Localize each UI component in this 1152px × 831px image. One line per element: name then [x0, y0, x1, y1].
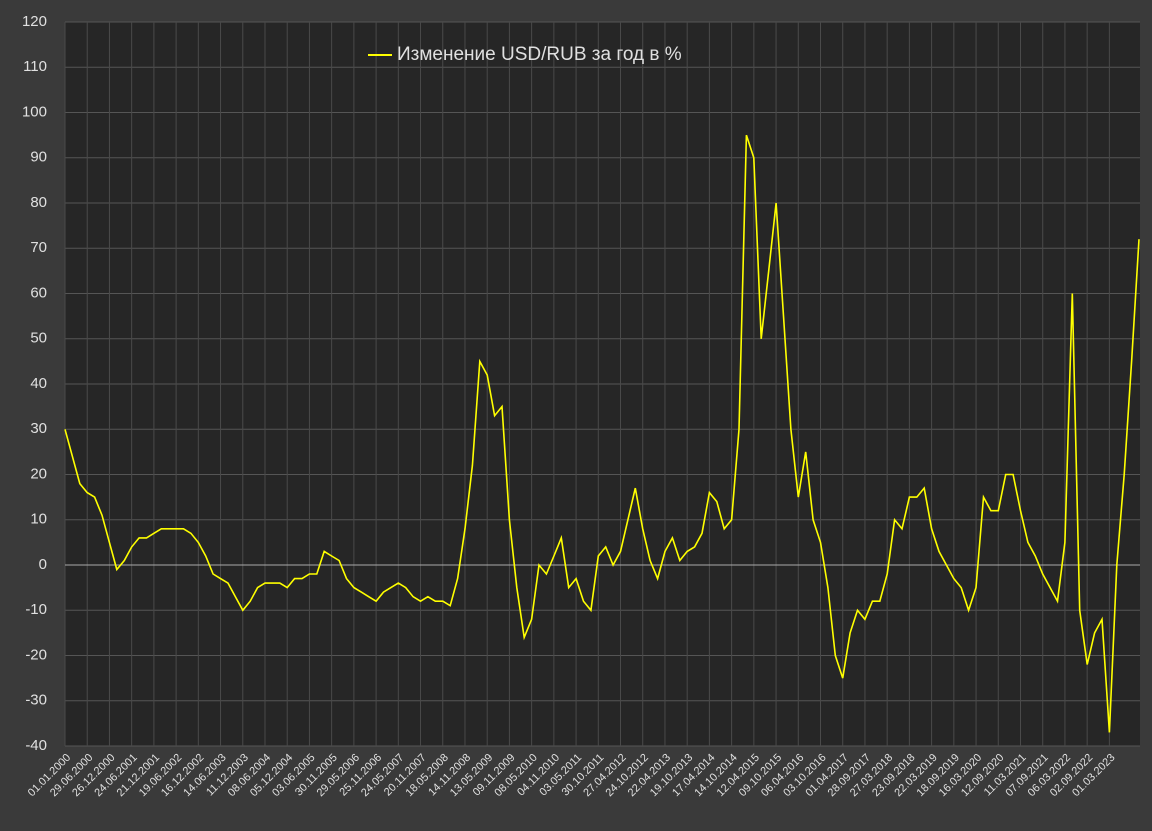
- y-tick-label: 90: [30, 149, 47, 166]
- y-tick-label: 20: [30, 465, 47, 482]
- y-tick-label: -20: [25, 646, 47, 663]
- y-tick-label: 60: [30, 284, 47, 301]
- data-line: [64, 134, 1140, 733]
- y-tick-label: 110: [23, 58, 47, 75]
- y-tick-label: -40: [25, 737, 47, 754]
- y-tick-label: 30: [30, 420, 47, 437]
- y-tick-label: 70: [30, 239, 47, 256]
- y-tick-label: 40: [30, 375, 47, 392]
- legend-label: Изменение USD/RUB за год в %: [397, 44, 682, 65]
- y-tick-label: 120: [22, 13, 47, 30]
- y-tick-label: 80: [30, 194, 47, 211]
- y-tick-label: -10: [25, 601, 47, 618]
- y-tick-label: 10: [30, 511, 47, 528]
- y-tick-label: 100: [22, 103, 47, 120]
- y-tick-label: 0: [39, 556, 47, 573]
- y-tick-label: -30: [25, 692, 47, 709]
- y-tick-label: 50: [30, 330, 47, 347]
